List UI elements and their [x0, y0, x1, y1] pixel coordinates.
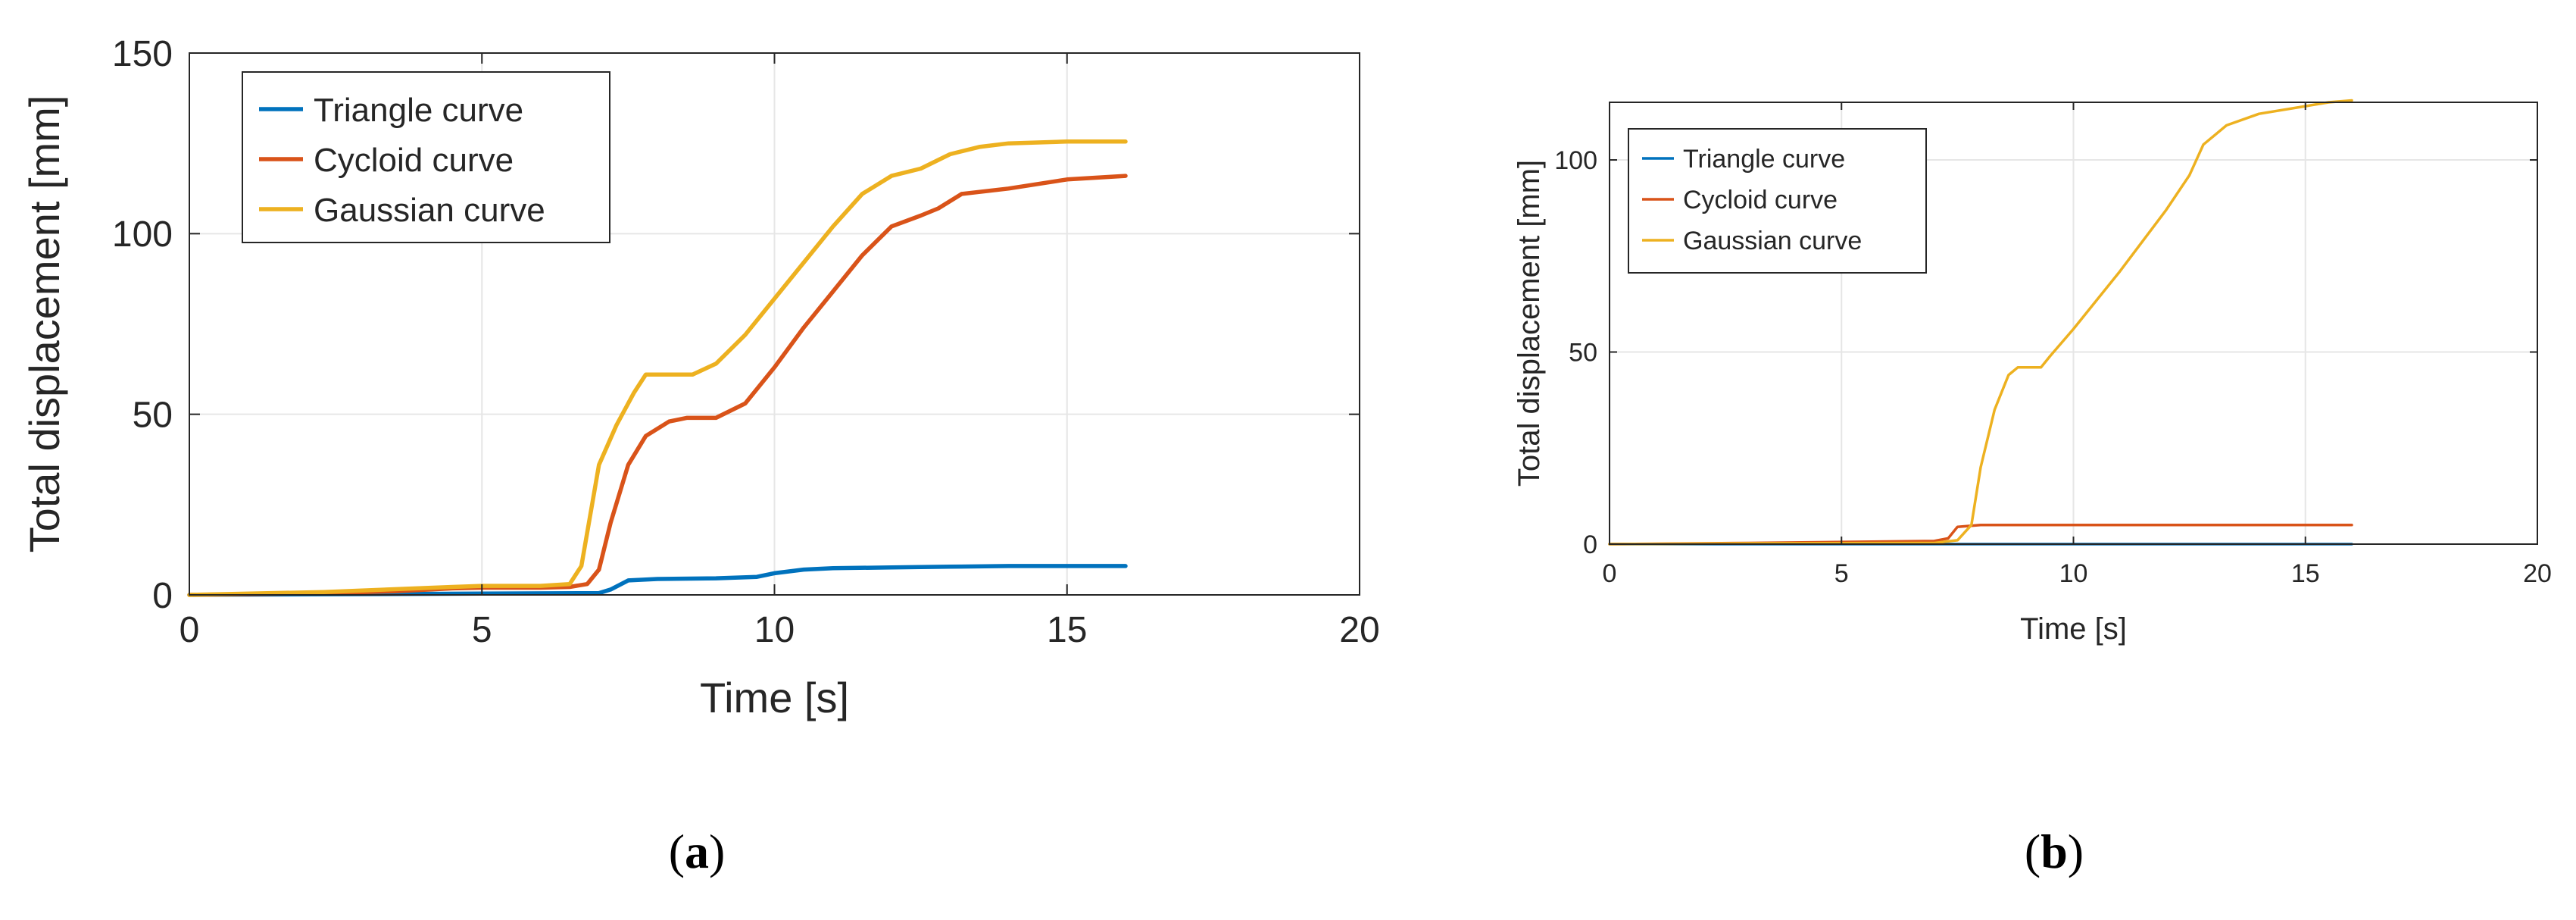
- x-axis-label: Time [s]: [700, 674, 849, 721]
- x-tick-label: 15: [1047, 610, 1087, 650]
- panel-a-label-letter: a: [685, 825, 709, 878]
- y-tick-label: 0: [1583, 530, 1597, 559]
- y-axis-label: Total displacement [mm]: [20, 95, 68, 553]
- legend-box: [242, 71, 610, 243]
- x-tick-label: 0: [180, 610, 200, 650]
- panel-b-label: (b): [2025, 825, 2084, 878]
- x-tick-label: 10: [2059, 559, 2088, 588]
- y-tick-label: 0: [152, 576, 173, 616]
- series-line-gaussian-curve: [1608, 99, 2353, 546]
- y-tick-label: 50: [1569, 338, 1597, 367]
- series-line-triangle-curve: [187, 564, 1128, 597]
- panel-b-label-close: ): [2068, 825, 2084, 878]
- series-line-gaussian-curve: [187, 139, 1128, 597]
- panel-b-label-letter: b: [2041, 825, 2068, 878]
- x-tick-label: 20: [2523, 559, 2552, 588]
- x-tick-label: 0: [1603, 559, 1617, 588]
- panel-a-label-close: ): [709, 825, 725, 878]
- x-tick-label: 10: [754, 610, 795, 650]
- legend-entry-label: Triangle curve: [1683, 145, 1845, 174]
- y-tick-label: 150: [112, 34, 173, 74]
- panel-b-chart: 0 5 10 15 20 0 50 100 Time [s] Total displacement…: [1513, 99, 2552, 646]
- y-tick-label: 100: [1554, 146, 1597, 175]
- legend-entry-label: Cycloid curve: [314, 142, 514, 179]
- panel-a-label-open: (: [669, 825, 685, 878]
- legend-entry-label: Gaussian curve: [314, 192, 545, 229]
- legend: Triangle curve Cycloid curve Gaussian curv…: [242, 71, 610, 243]
- x-tick-label: 20: [1339, 610, 1379, 650]
- panel-b-label-open: (: [2025, 825, 2041, 878]
- x-tick-label: 5: [472, 610, 492, 650]
- legend: Triangle curve Cycloid curve Gaussian curv…: [1628, 128, 1927, 274]
- x-tick-label: 5: [1834, 559, 1849, 588]
- y-tick-label: 100: [112, 214, 173, 255]
- legend-entry-label: Triangle curve: [314, 92, 523, 129]
- legend-box: [1628, 128, 1927, 274]
- x-axis-label: Time [s]: [2020, 612, 2127, 646]
- panel-a-chart: 0 5 10 15 20 0 50 100 150 Time [s] Total displacem…: [20, 34, 1380, 721]
- legend-entry-label: Gaussian curve: [1683, 227, 1862, 255]
- y-tick-label: 50: [133, 395, 173, 435]
- x-tick-label: 15: [2291, 559, 2320, 588]
- panel-a-label: (a): [669, 825, 726, 878]
- legend-entry-label: Cycloid curve: [1683, 186, 1838, 214]
- y-axis-label: Total displacement [mm]: [1513, 160, 1546, 487]
